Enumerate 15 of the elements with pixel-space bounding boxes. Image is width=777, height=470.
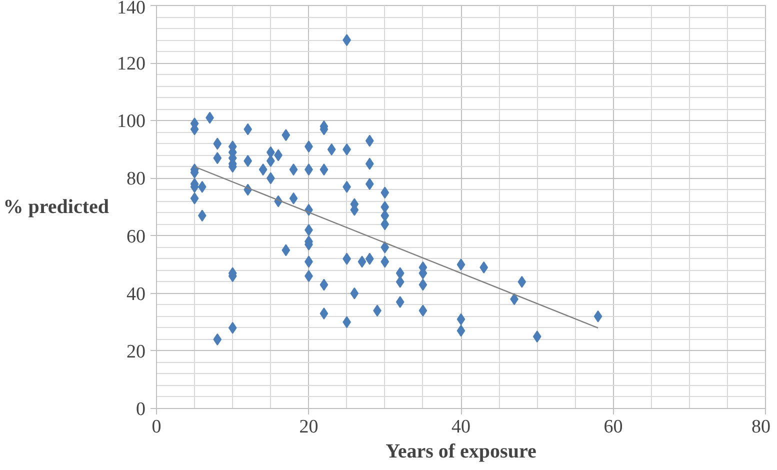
y-axis-title: % predicted	[3, 196, 109, 218]
y-tick-label: 0	[136, 399, 146, 420]
y-tick-label: 80	[126, 168, 146, 190]
y-tick-label: 140	[117, 0, 146, 18]
y-tick-label: 100	[117, 111, 146, 132]
x-tick-label: 40	[452, 416, 470, 438]
y-tick-label: 20	[126, 341, 146, 362]
x-axis-title: Years of exposure	[386, 440, 536, 462]
x-tick-label: 60	[604, 416, 623, 438]
x-tick-label: 20	[299, 416, 318, 438]
y-tick-label: 120	[117, 54, 146, 75]
x-tick-label: 0	[152, 416, 162, 438]
y-tick-label: 40	[126, 284, 146, 305]
x-tick-label: 80	[752, 416, 770, 438]
y-tick-label: 60	[126, 226, 146, 248]
